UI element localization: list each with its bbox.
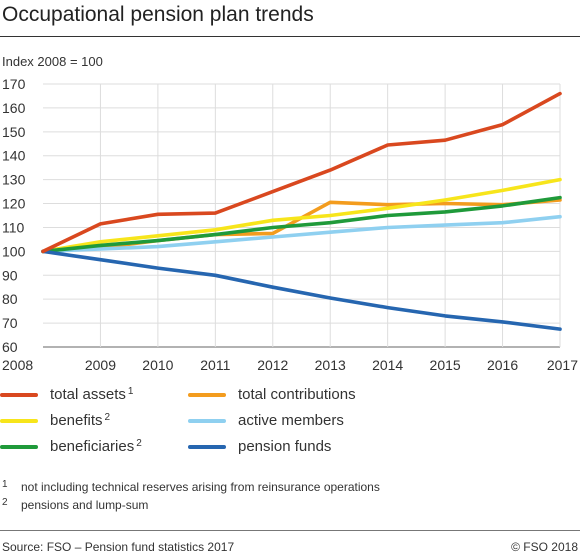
series-line-benefits <box>41 177 562 254</box>
chart-legend: total assets 1 total contributions benefits… <box>0 386 580 466</box>
legend-item-total-contributions: total contributions <box>188 386 356 403</box>
x-tick-labels: 2008 2009 2010 2011 2012 2013 2014 2015 2016 2017 <box>2 357 578 373</box>
series-line-active-members <box>41 214 562 254</box>
footnote: 1 not including technical reserves arisin… <box>2 478 380 496</box>
legend-swatch <box>0 444 38 449</box>
legend-label: total assets <box>50 386 126 403</box>
legend-swatch <box>0 418 38 423</box>
x-tick-label: 2013 <box>315 357 346 373</box>
y-tick-label: 150 <box>2 124 26 140</box>
y-tick-labels: 60 70 80 90 100 110 120 130 140 150 160 170 <box>2 76 26 355</box>
series-lines <box>41 91 562 331</box>
y-tick-label: 70 <box>2 315 18 331</box>
series-line-beneficiaries <box>41 195 562 254</box>
footnotes: 1 not including technical reserves arisin… <box>2 478 380 514</box>
y-tick-label: 90 <box>2 267 18 283</box>
x-tick-label: 2009 <box>85 357 116 373</box>
footnote-mark: 2 <box>2 496 8 508</box>
x-tick-label: 2015 <box>430 357 461 373</box>
x-tick-label: 2016 <box>487 357 518 373</box>
legend-label: benefits <box>50 412 103 429</box>
y-axis-index-label: Index 2008 = 100 <box>2 54 103 69</box>
y-tick-label: 80 <box>2 291 18 307</box>
legend-label: active members <box>238 412 344 429</box>
x-tick-label: 2011 <box>200 357 230 373</box>
legend-item-beneficiaries: beneficiaries 2 <box>0 438 142 455</box>
legend-label: pension funds <box>238 438 332 455</box>
x-tick-label: 2010 <box>142 357 173 373</box>
footnote: 2 pensions and lump-sum <box>2 496 380 514</box>
legend-item-pension-funds: pension funds <box>188 438 331 455</box>
x-tick-label: 2014 <box>372 357 403 373</box>
legend-label: beneficiaries <box>50 438 135 455</box>
legend-footnote-mark: 2 <box>104 412 111 423</box>
footnote-text: not including technical reserves arising… <box>21 480 380 494</box>
legend-swatch <box>188 444 226 449</box>
legend-label: total contributions <box>238 386 356 403</box>
legend-swatch <box>188 418 226 423</box>
legend-swatch <box>188 392 226 397</box>
title-rule <box>0 36 580 37</box>
legend-footnote-mark: 2 <box>136 438 142 449</box>
source-note: Source: FSO – Pension fund statistics 20… <box>2 540 235 554</box>
y-tick-label: 120 <box>2 196 26 212</box>
x-tick-label: 2008 <box>2 357 33 373</box>
y-tick-label: 130 <box>2 172 26 188</box>
series-line-total-assets <box>41 91 562 254</box>
series-line-pension-funds <box>41 249 562 331</box>
footnote-text: pensions and lump-sum <box>21 498 149 512</box>
x-tick-label: 2012 <box>257 357 288 373</box>
x-tick-label: 2017 <box>547 357 578 373</box>
y-tick-label: 170 <box>2 76 26 92</box>
legend-item-total-assets: total assets 1 <box>0 386 133 403</box>
footnote-mark: 1 <box>2 478 8 490</box>
legend-footnote-mark: 1 <box>127 386 134 397</box>
y-tick-label: 100 <box>2 243 26 259</box>
legend-item-benefits: benefits 2 <box>0 412 110 429</box>
legend-item-active-members: active members <box>188 412 344 429</box>
y-tick-label: 160 <box>2 100 26 116</box>
footer-rule <box>0 530 580 531</box>
gridlines <box>43 83 561 348</box>
y-tick-label: 110 <box>2 219 25 235</box>
chart-title: Occupational pension plan trends <box>2 3 314 26</box>
legend-swatch <box>0 392 38 397</box>
copyright-note: © FSO 2018 <box>511 540 578 554</box>
y-tick-label: 140 <box>2 148 26 164</box>
y-tick-label: 60 <box>2 339 18 355</box>
